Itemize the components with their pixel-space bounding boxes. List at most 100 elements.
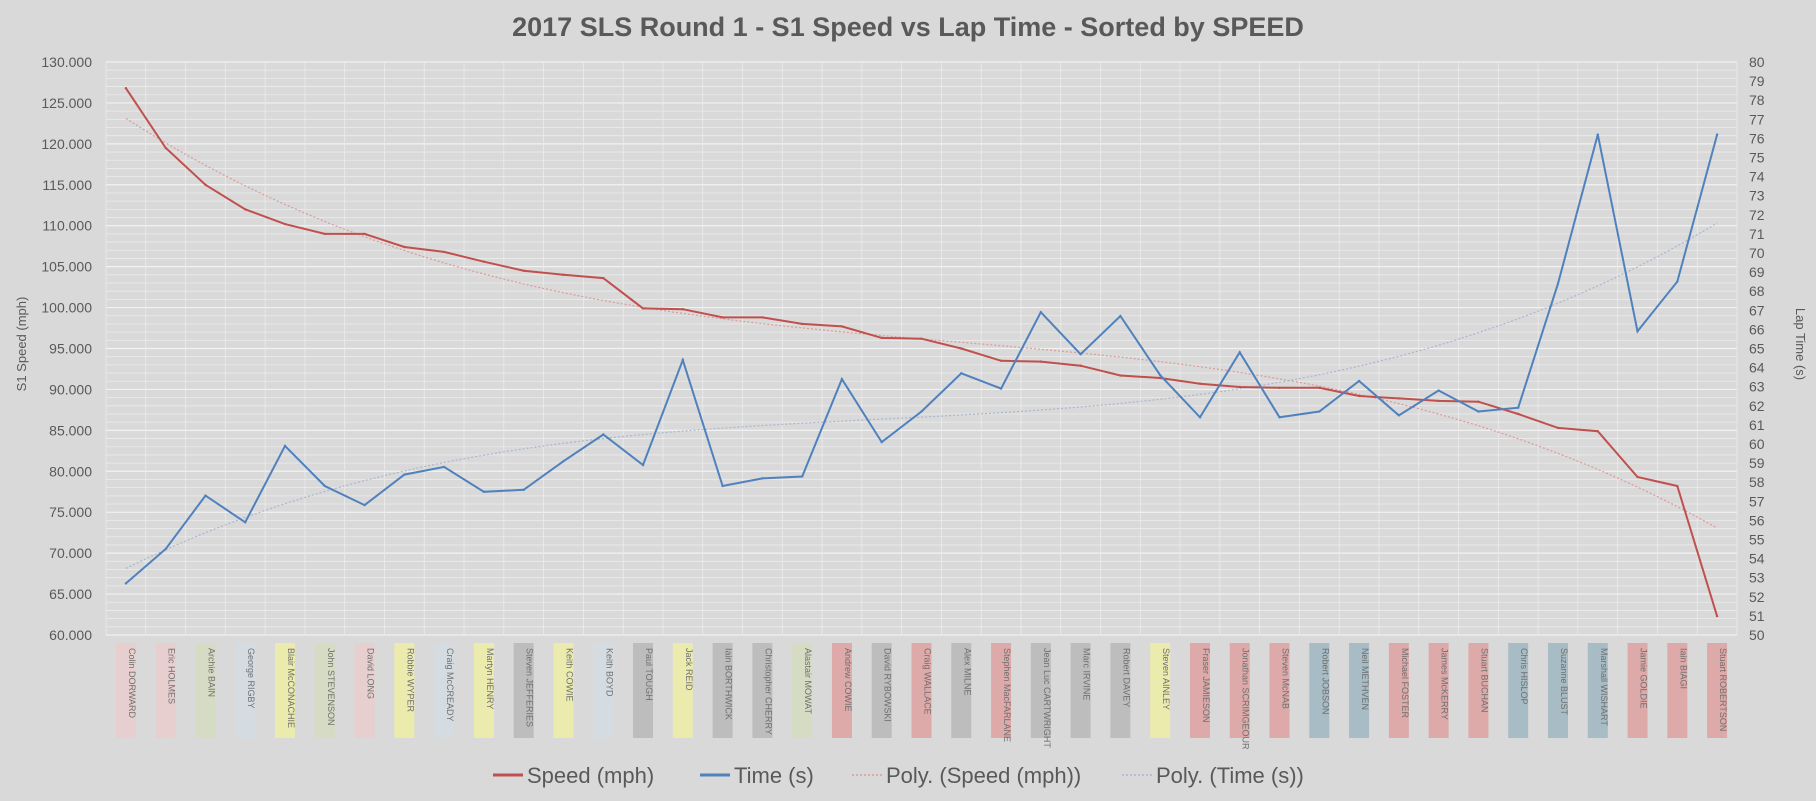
data-point — [1636, 475, 1639, 479]
category-box — [1547, 643, 1568, 738]
category-label: Alastair MOWAT — [803, 648, 813, 715]
category-box — [235, 643, 256, 738]
data-point — [999, 387, 1003, 390]
data-point — [562, 273, 565, 277]
data-point — [1278, 416, 1281, 419]
category-box — [871, 643, 892, 738]
tick-labels: 60.000 65.000 70.000 75.000 80.000 85.000 90.0… — [41, 54, 1764, 643]
category-box — [275, 643, 296, 738]
category-label: Jonathan SCRIMGEOUR — [1241, 648, 1251, 750]
data-point — [1636, 330, 1639, 333]
category-label: Robbie WYPER — [405, 648, 415, 713]
y-tick-label: 115.000 — [42, 177, 92, 193]
category-box — [513, 643, 534, 738]
y-tick-label: 65.000 — [49, 586, 92, 602]
y2-tick-label: 78 — [1749, 92, 1765, 108]
trendline-1 — [125, 222, 1718, 569]
category-box — [1229, 643, 1250, 738]
y-tick-label: 130.000 — [41, 54, 92, 70]
category-box — [1707, 643, 1728, 738]
legend: Speed (mph) Time (s) Poly. (Speed (mph)) Po… — [493, 763, 1304, 788]
y2-tick-label: 74 — [1749, 169, 1765, 185]
category-label: Colin DORWARD — [127, 648, 137, 719]
data-point — [1079, 353, 1082, 356]
y2-tick-label: 77 — [1749, 111, 1765, 127]
category-label: Alex MILNE — [962, 648, 972, 696]
series-line-1 — [125, 134, 1719, 585]
y2-tick-label: 68 — [1749, 283, 1765, 299]
data-point — [1198, 416, 1202, 419]
data-point — [1158, 376, 1162, 380]
y2-tick-label: 60 — [1749, 436, 1765, 452]
y2-tick-label: 65 — [1749, 341, 1765, 357]
y-tick-label: 90.000 — [49, 381, 92, 397]
data-point — [1437, 389, 1440, 392]
data-point — [1039, 360, 1043, 363]
data-point — [1238, 351, 1241, 354]
category-box — [354, 643, 375, 738]
data-point — [920, 410, 923, 413]
data-point — [1517, 412, 1520, 416]
data-point — [1198, 382, 1202, 385]
data-point — [1517, 406, 1520, 409]
data-point — [1715, 614, 1719, 618]
category-label: Michael FOSTER — [1400, 648, 1410, 719]
category-box — [553, 643, 574, 738]
y-tick-label: 125.000 — [41, 95, 92, 111]
category-label: Craig McCREADY — [445, 648, 455, 722]
category-box — [155, 643, 176, 738]
category-label: Robert DAVEY — [1121, 648, 1131, 707]
data-point — [1039, 311, 1043, 314]
y2-tick-label: 53 — [1749, 570, 1765, 586]
category-label: Steven JEFFERIES — [525, 648, 535, 727]
data-point — [1238, 385, 1241, 389]
category-label: Chris HISLOP — [1519, 648, 1529, 705]
y-tick-label: 60.000 — [49, 627, 92, 643]
category-label: Marshall WISHART — [1599, 648, 1609, 726]
category-label: Steven McNAB — [1281, 648, 1291, 709]
data-point — [641, 463, 645, 467]
category-label: Keith COWIE — [564, 648, 574, 702]
category-box — [951, 643, 972, 738]
category-box — [633, 643, 654, 738]
data-point — [1357, 394, 1361, 398]
data-point — [164, 146, 167, 150]
category-box — [712, 643, 733, 738]
data-point — [244, 521, 247, 524]
data-point — [522, 488, 525, 492]
data-point — [681, 358, 685, 362]
data-point — [124, 582, 128, 585]
category-box — [195, 643, 216, 738]
y-tick-label: 110.000 — [42, 218, 92, 234]
data-point — [363, 232, 366, 236]
category-label: Eric HOLMES — [167, 648, 177, 704]
data-point — [283, 222, 287, 226]
category-box — [593, 643, 614, 738]
data-point — [602, 433, 605, 436]
y2-tick-label: 71 — [1749, 226, 1765, 242]
y-tick-label: 120.000 — [41, 136, 92, 152]
category-box — [473, 643, 494, 738]
data-point — [1477, 400, 1480, 403]
category-box — [394, 643, 415, 738]
y-tick-label: 85.000 — [49, 422, 92, 438]
category-label: Suzanne BLUST — [1559, 648, 1569, 716]
data-point — [602, 276, 605, 280]
y-tick-label: 95.000 — [49, 341, 92, 357]
y2-tick-label: 70 — [1749, 245, 1765, 261]
series — [124, 86, 1719, 618]
category-box — [1150, 643, 1171, 738]
category-label: George RIGBY — [246, 648, 256, 709]
data-point — [1477, 410, 1480, 413]
category-box — [1309, 643, 1330, 738]
data-point — [1676, 280, 1679, 283]
legend-label: Time (s) — [734, 763, 814, 788]
data-point — [522, 269, 525, 272]
category-label: Blair McCONACHIE — [286, 648, 296, 728]
category-label: Robert JOBSON — [1320, 648, 1330, 715]
category-box — [1627, 643, 1648, 738]
category-box — [1388, 643, 1409, 738]
category-label: Stuart BUCHAN — [1479, 648, 1489, 713]
category-box — [1349, 643, 1370, 738]
